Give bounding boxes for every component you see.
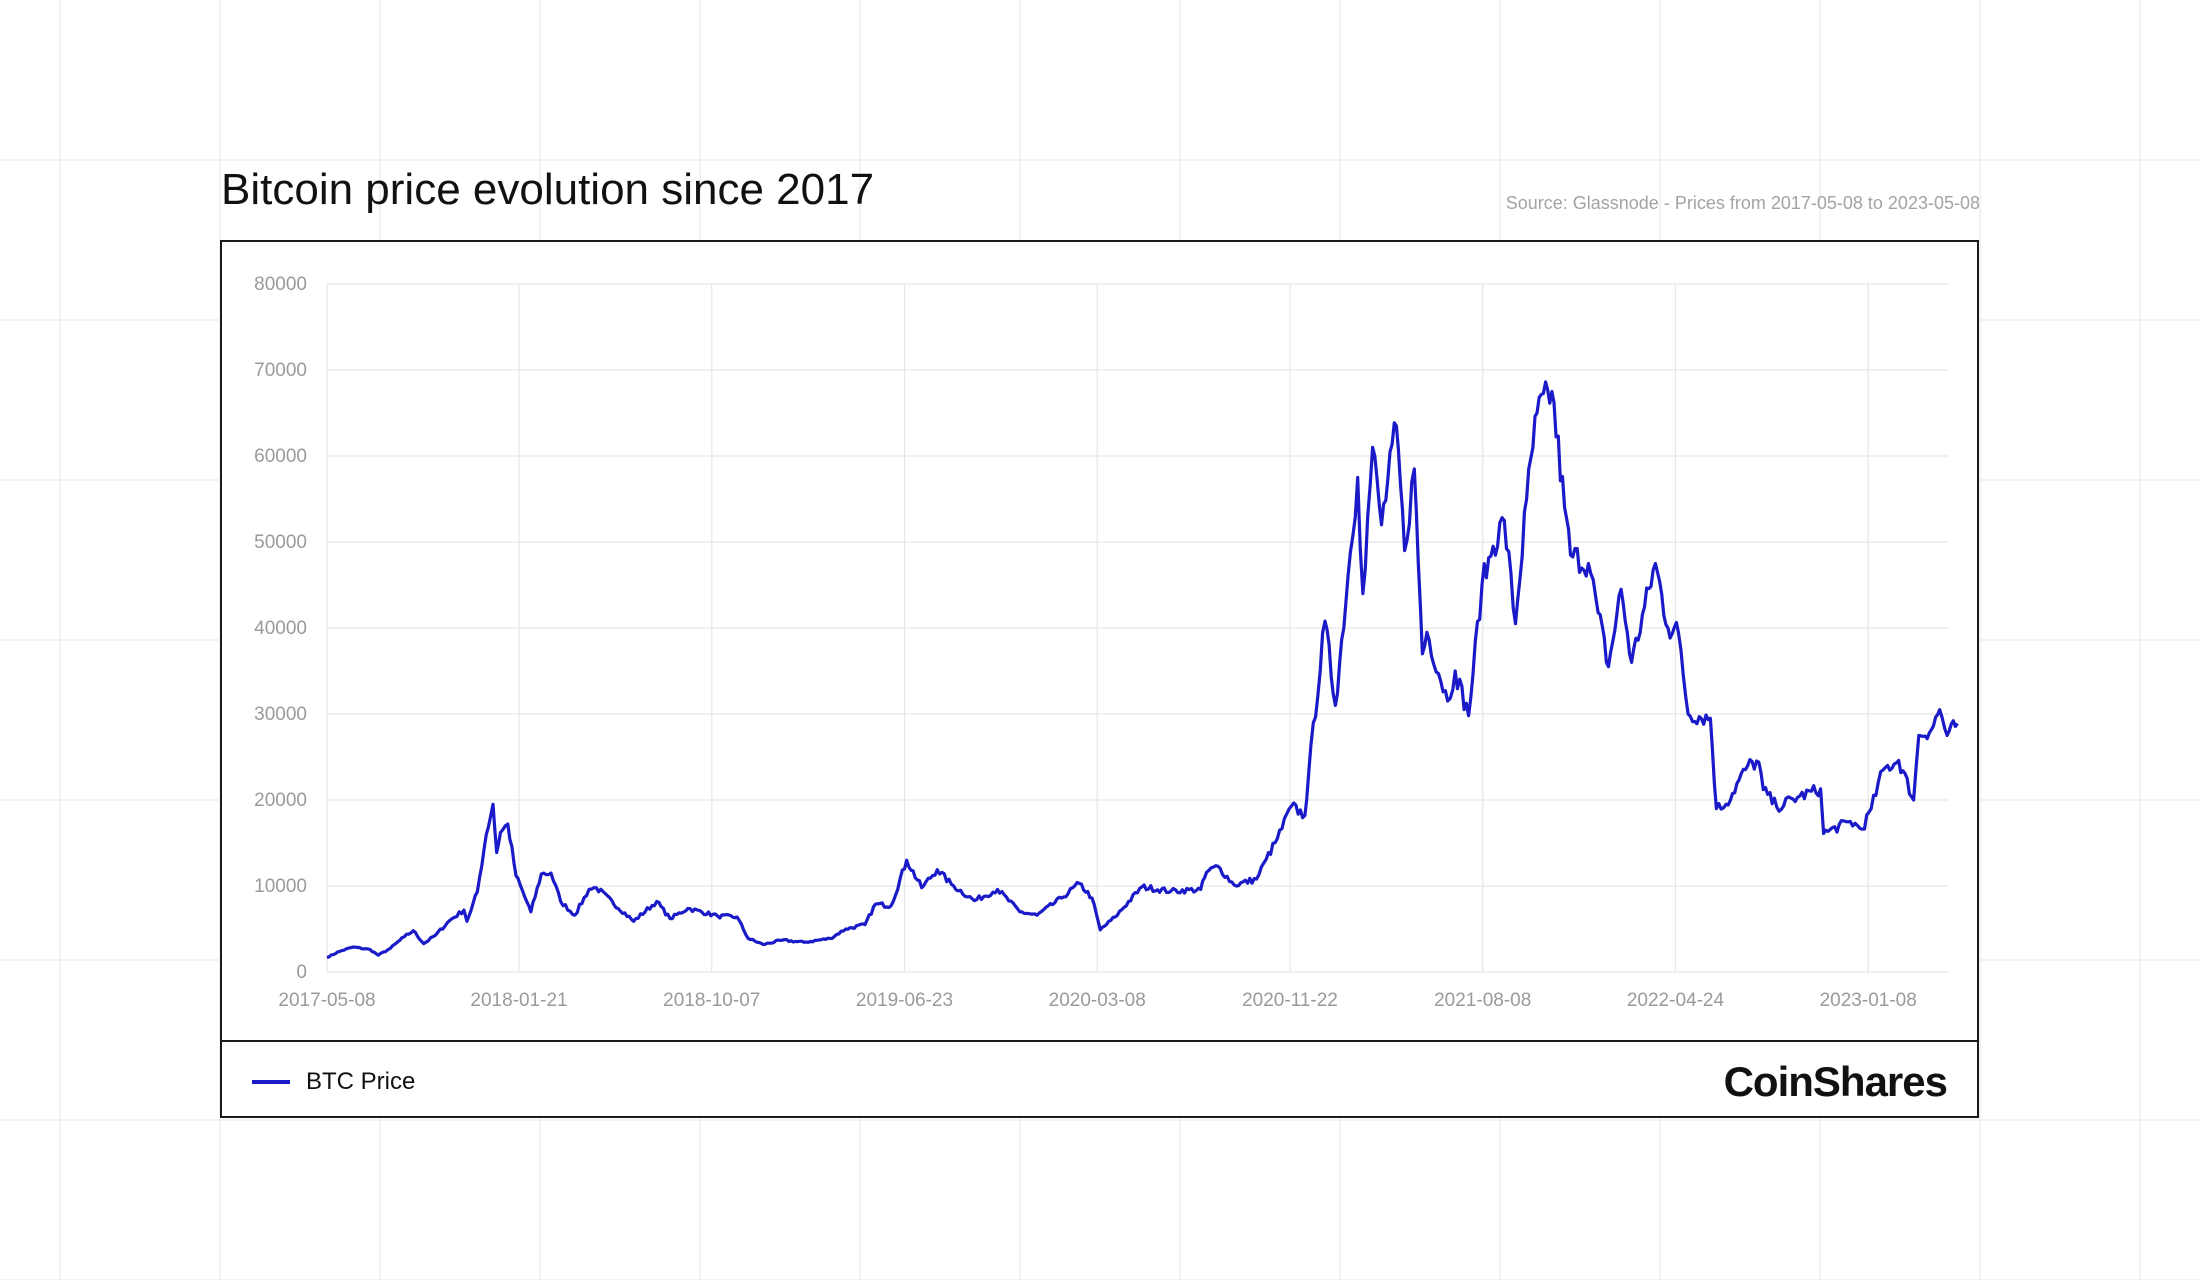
- y-tick-label: 30000: [254, 704, 307, 725]
- x-tick-label: 2020-11-22: [1242, 990, 1338, 1011]
- legend-bar: BTC Price CoinShares: [222, 1040, 1977, 1118]
- coinshares-logo: CoinShares: [1723, 1058, 1948, 1105]
- series-line-btc-price: [326, 380, 1959, 959]
- plot-area: 0 10000 20000 30000 40000 50000 60000 70000 8000…: [254, 274, 1959, 1011]
- y-tick-label: 20000: [254, 790, 307, 811]
- legend-item-btc-price[interactable]: BTC Price: [252, 1068, 415, 1096]
- y-tick-label: 70000: [254, 360, 307, 381]
- source-note: Source: Glassnode - Prices from 2017-05-…: [1505, 193, 1980, 213]
- legend-swatch: [252, 1080, 290, 1084]
- x-tick-label: 2023-01-08: [1820, 990, 1917, 1011]
- y-tick-label: 10000: [254, 876, 307, 897]
- x-tick-label: 2018-10-07: [663, 990, 760, 1011]
- y-tick-label: 0: [296, 962, 307, 983]
- x-tick-label: 2020-03-08: [1049, 990, 1146, 1011]
- y-tick-label: 80000: [254, 274, 307, 295]
- y-tick-label: 40000: [254, 618, 307, 639]
- y-tick-label: 50000: [254, 532, 307, 553]
- x-tick-label: 2022-04-24: [1627, 990, 1725, 1011]
- chart-title: Bitcoin price evolution since 2017: [221, 165, 875, 214]
- legend-label: BTC Price: [306, 1068, 416, 1095]
- chart-frame: 0 10000 20000 30000 40000 50000 60000 70000 8000…: [220, 240, 1979, 1118]
- x-tick-label: 2017-05-08: [278, 990, 375, 1011]
- x-tick-label: 2019-06-23: [856, 990, 953, 1011]
- y-tick-label: 60000: [254, 446, 307, 467]
- x-tick-label: 2021-08-08: [1434, 990, 1531, 1011]
- x-tick-label: 2018-01-21: [470, 990, 567, 1011]
